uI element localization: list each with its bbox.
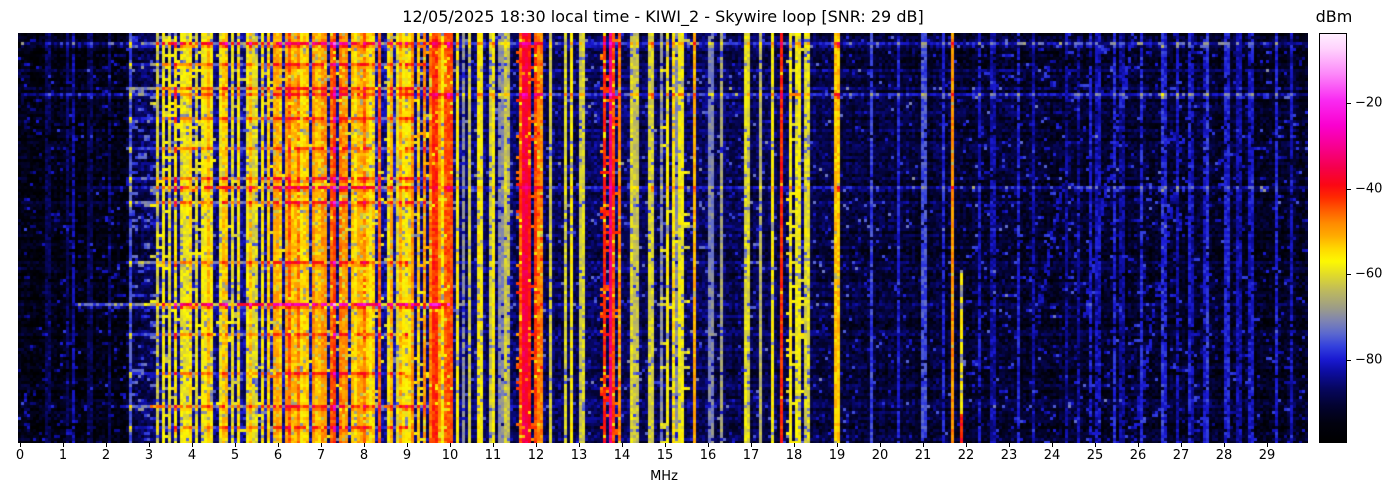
x-tick-mark [1224,443,1225,447]
x-tick-label: 24 [1043,448,1061,463]
x-tick-mark [665,443,666,447]
colorbar-tick-label: −60 [1355,266,1383,282]
x-tick-mark [794,443,795,447]
colorbar-tick-mark [1347,103,1351,105]
x-tick-mark [493,443,494,447]
x-tick-label: 7 [316,448,326,463]
colorbar-tick-label: −40 [1355,181,1383,197]
x-tick-mark [923,443,924,447]
x-tick-mark [63,443,64,447]
x-tick-label: 25 [1086,448,1104,463]
x-tick-label: 29 [1258,448,1276,463]
x-tick-mark [149,443,150,447]
x-tick-mark [278,443,279,447]
x-tick-label: 11 [484,448,502,463]
x-tick-mark [1009,443,1010,447]
colorbar-unit-label: dBm [1315,7,1353,26]
x-tick-mark [579,443,580,447]
colorbar [1319,33,1347,443]
x-tick-label: 5 [230,448,240,463]
x-tick-label: 15 [656,448,674,463]
x-tick-mark [1138,443,1139,447]
waterfall-heatmap [18,33,1308,443]
x-tick-mark [751,443,752,447]
x-tick-label: 1 [58,448,68,463]
x-tick-label: 2 [101,448,111,463]
x-tick-mark [407,443,408,447]
x-tick-label: 10 [441,448,459,463]
x-tick-mark [1095,443,1096,447]
x-tick-label: 18 [785,448,803,463]
x-tick-mark [20,443,21,447]
x-tick-label: 6 [273,448,283,463]
x-tick-label: 3 [144,448,154,463]
x-tick-label: 19 [828,448,846,463]
colorbar-tick-label: −80 [1355,352,1383,368]
x-tick-mark [536,443,537,447]
x-tick-mark [622,443,623,447]
x-tick-label: 13 [570,448,588,463]
x-tick-mark [235,443,236,447]
colorbar-tick-mark [1347,274,1351,276]
x-tick-mark [1181,443,1182,447]
figure-title: 12/05/2025 18:30 local time - KIWI_2 - S… [402,7,924,26]
x-tick-label: 8 [359,448,369,463]
x-tick-mark [708,443,709,447]
x-tick-label: 12 [527,448,545,463]
x-tick-label: 4 [187,448,197,463]
x-tick-mark [1052,443,1053,447]
x-tick-label: 20 [871,448,889,463]
colorbar-tick-mark [1347,359,1351,361]
colorbar-tick-label: −20 [1355,95,1383,111]
x-tick-mark [450,443,451,447]
x-tick-label: 23 [1000,448,1018,463]
x-tick-label: 22 [957,448,975,463]
x-tick-mark [1267,443,1268,447]
x-axis-label: MHz [650,469,678,484]
x-tick-mark [321,443,322,447]
x-tick-mark [106,443,107,447]
x-tick-mark [880,443,881,447]
x-tick-label: 16 [699,448,717,463]
x-tick-mark [966,443,967,447]
x-tick-label: 28 [1215,448,1233,463]
colorbar-tick-mark [1347,188,1351,190]
x-tick-label: 17 [742,448,760,463]
x-tick-label: 0 [15,448,25,463]
x-tick-label: 14 [613,448,631,463]
x-tick-label: 9 [402,448,412,463]
x-tick-label: 26 [1129,448,1147,463]
x-tick-mark [192,443,193,447]
x-tick-label: 21 [914,448,932,463]
x-tick-mark [837,443,838,447]
x-tick-mark [364,443,365,447]
x-tick-label: 27 [1172,448,1190,463]
